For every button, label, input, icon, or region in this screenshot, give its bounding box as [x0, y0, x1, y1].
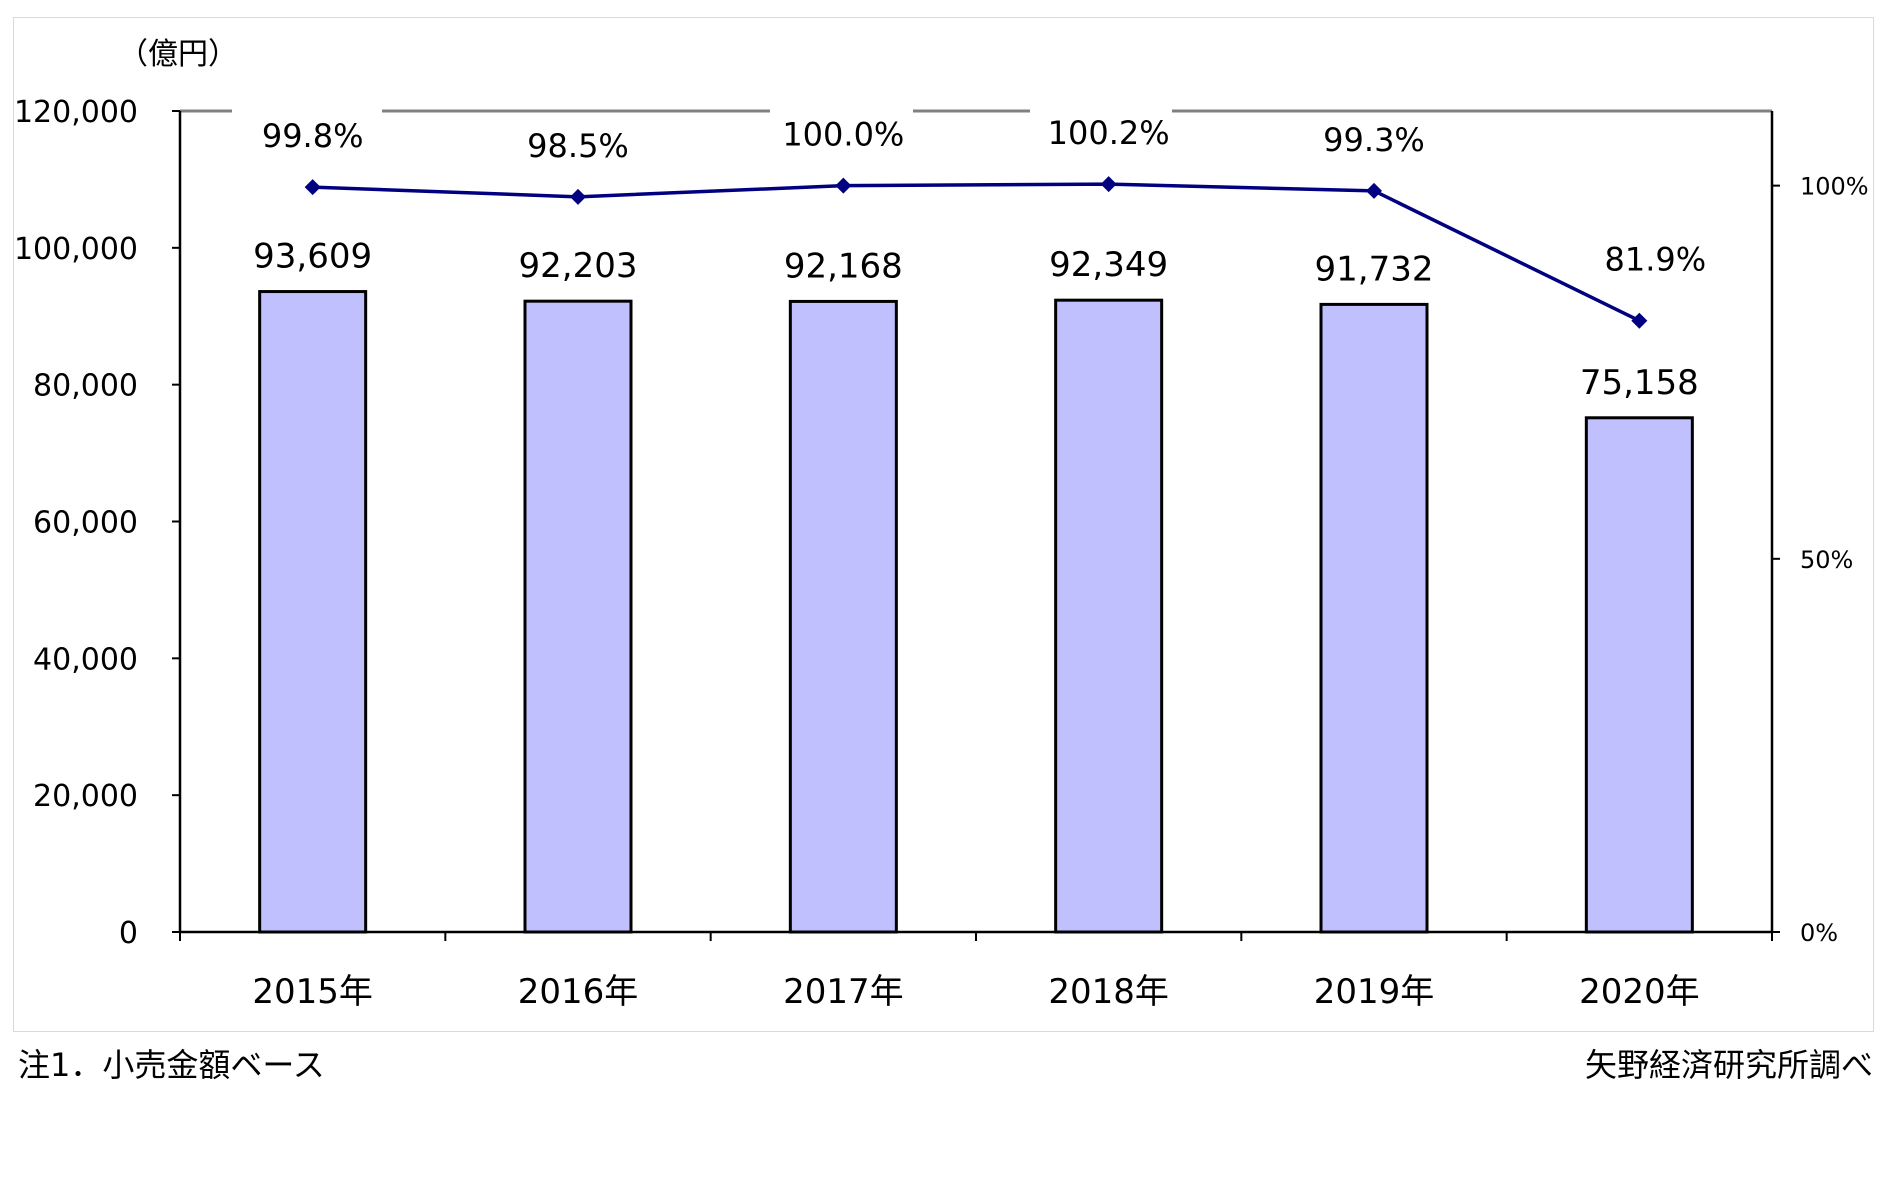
rate-value-label: 99.3%	[1323, 121, 1425, 159]
x-category-label: 2018年	[1048, 972, 1169, 1012]
y-right-tick-label: 0%	[1800, 919, 1838, 947]
rate-marker	[835, 177, 852, 194]
x-category-label: 2017年	[783, 972, 904, 1012]
rate-value-label: 99.8%	[262, 117, 364, 155]
y-left-tick-label: 20,000	[33, 779, 138, 814]
rate-line-series	[304, 176, 1648, 329]
chart-area: 0 20,000 40,000 60,000 80,000 100,000 120,000 0…	[14, 37, 1869, 1012]
rate-value-label: 100.2%	[1048, 114, 1170, 152]
x-category-label: 2015年	[252, 972, 373, 1012]
axes: 0 20,000 40,000 60,000 80,000 100,000 120,000 0…	[14, 95, 1869, 951]
y-axis-unit-label: （億円）	[118, 37, 238, 72]
rate-marker	[570, 188, 586, 205]
x-category-label: 2020年	[1579, 972, 1700, 1012]
bar-2015年	[258, 290, 368, 934]
rate-marker	[1366, 182, 1382, 199]
rate-marker	[304, 179, 321, 196]
bar-value-label: 75,158	[1580, 363, 1699, 403]
bar-2018年	[1054, 298, 1164, 934]
rate-value-label: 81.9%	[1605, 241, 1707, 279]
y-right-tick-label: 100%	[1800, 173, 1869, 201]
y-left-tick-label: 40,000	[33, 642, 138, 677]
bar-value-label: 92,349	[1049, 245, 1168, 285]
y-left-tick-label: 120,000	[14, 95, 138, 130]
rate-marker	[1100, 176, 1117, 193]
source-credit: 矢野経済研究所調べ	[1584, 1046, 1873, 1084]
y-left-tick-label: 0	[119, 916, 138, 951]
x-category-label: 2016年	[518, 972, 639, 1012]
y-left-tick-label: 100,000	[14, 232, 138, 267]
bar-2017年	[788, 299, 898, 934]
rate-marker	[1631, 312, 1648, 329]
rate-value-label: 98.5%	[527, 127, 629, 165]
y-right-tick-label: 50%	[1800, 546, 1853, 574]
rate-line	[312, 182, 1641, 323]
bar-2016年	[523, 299, 633, 934]
bar-2019年	[1319, 302, 1429, 934]
y-left-tick-label: 60,000	[33, 506, 138, 541]
y-left-tick-label: 80,000	[33, 369, 138, 404]
bar-2020年	[1584, 416, 1694, 934]
footnote: 注1．小売金額ベース	[18, 1046, 325, 1084]
bar-value-label: 93,609	[253, 237, 372, 277]
bar-value-label: 92,203	[519, 246, 638, 286]
bar-series	[258, 290, 1694, 934]
data-labels: 93,609 2015年 92,203 2016年 92,168 2017年 92,349 2…	[252, 114, 1706, 1012]
rate-value-label: 100.0%	[782, 116, 904, 154]
bar-value-label: 91,732	[1315, 249, 1434, 289]
bar-value-label: 92,168	[784, 246, 903, 286]
x-category-label: 2019年	[1314, 972, 1435, 1012]
